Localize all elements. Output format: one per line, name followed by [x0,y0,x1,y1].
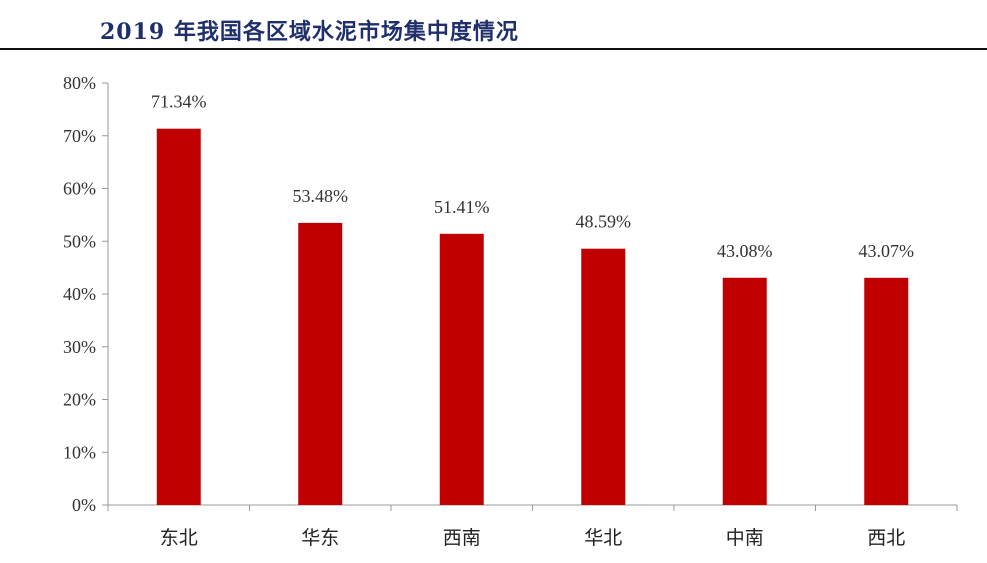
y-axis: 0% 10% 20% 30% 40% 50% 60% 70% 80% [63,73,109,515]
data-label: 51.41% [434,197,490,217]
bar [156,128,201,505]
chart-title: 2019 年我国各区域水泥市场集中度情况 [100,19,519,45]
data-label: 48.59% [576,212,632,232]
y-tick-label: 30% [63,337,96,357]
x-tick-label: 西南 [443,527,481,549]
y-tick-label: 50% [63,231,96,251]
x-tick-label: 华东 [301,527,339,549]
bar-series [156,128,909,505]
data-label: 43.07% [859,241,915,261]
data-label: 43.08% [717,241,773,261]
bar [298,222,343,505]
bar [439,233,484,505]
y-tick-label: 70% [63,126,96,146]
y-tick-label: 60% [63,179,96,199]
bar [864,277,909,505]
y-tick-label: 0% [72,495,96,515]
title-divider [0,48,987,50]
data-label: 53.48% [293,186,349,206]
bar [581,248,626,505]
bar [722,277,767,505]
y-tick-label: 80% [63,73,96,93]
x-tick-label: 东北 [160,527,198,549]
y-tick-label: 10% [63,442,96,462]
data-label: 71.34% [151,92,207,112]
x-tick-label: 西北 [867,527,905,549]
x-tick-label: 华北 [584,527,622,549]
y-tick-label: 40% [63,284,96,304]
y-tick-label: 20% [63,390,96,410]
data-labels: 71.34% 53.48% 51.41% 48.59% 43.08% 43.07% [151,92,914,261]
x-axis: 东北 华东 西南 华北 中南 西北 [107,504,958,549]
x-tick-label: 中南 [726,527,764,549]
